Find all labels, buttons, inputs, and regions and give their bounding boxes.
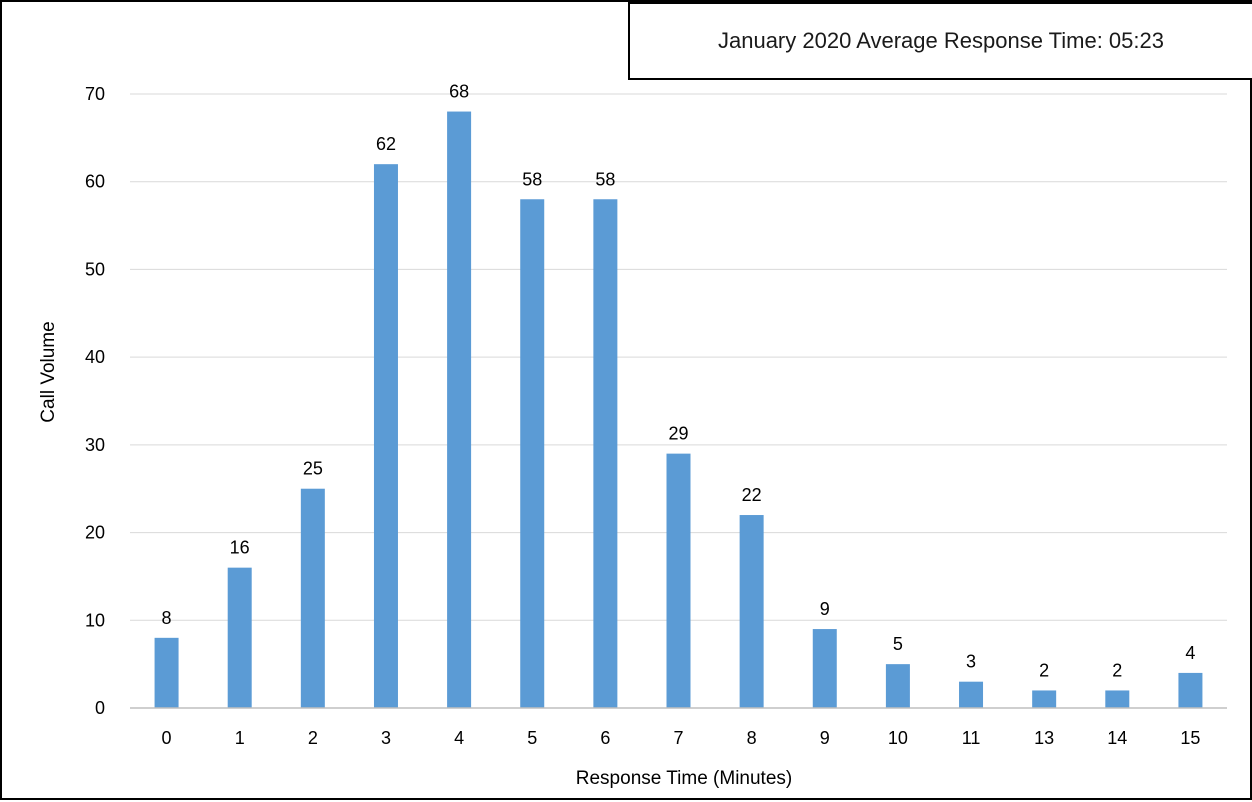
bar: [593, 199, 618, 708]
data-label: 2: [1039, 660, 1049, 680]
bar: [227, 567, 252, 708]
y-tick-label: 40: [85, 347, 105, 367]
bar: [1178, 672, 1203, 708]
x-tick-label: 11: [962, 728, 981, 748]
x-tick-label: 2: [308, 728, 318, 748]
data-label: 62: [376, 134, 396, 154]
data-label: 22: [742, 485, 762, 505]
axes: 0 10 20 30 40 50 60 70 0 1 2 3 4 5 6 7 8 9 10 11 13 14 15: [85, 84, 1227, 748]
bar: [1032, 690, 1057, 708]
y-tick-label: 50: [85, 259, 105, 279]
x-tick-label: 6: [600, 728, 610, 748]
x-tick-label: 14: [1107, 728, 1127, 748]
bar: [373, 164, 398, 708]
data-label: 68: [449, 82, 469, 102]
bar: [812, 629, 837, 708]
y-axis-title: Call Volume: [38, 321, 59, 422]
x-tick-label: 7: [673, 728, 683, 748]
bar: [1105, 690, 1130, 708]
data-label: 58: [522, 169, 542, 189]
data-label: 16: [230, 538, 250, 558]
chart-title-box: January 2020 Average Response Time: 05:2…: [628, 2, 1252, 80]
data-label: 29: [668, 424, 688, 444]
chart-title: January 2020 Average Response Time: 05:2…: [717, 28, 1164, 53]
y-tick-label: 70: [85, 84, 105, 104]
x-tick-label: 15: [1180, 728, 1200, 748]
bar: [666, 453, 691, 708]
y-tick-label: 20: [85, 523, 105, 543]
x-tick-label: 0: [162, 728, 172, 748]
data-label: 2: [1112, 660, 1122, 680]
bar: [154, 637, 179, 708]
data-label: 3: [966, 652, 976, 672]
bar: [300, 488, 325, 708]
data-label: 25: [303, 459, 323, 479]
x-tick-label: 1: [235, 728, 245, 748]
y-tick-label: 30: [85, 435, 105, 455]
data-label: 58: [595, 169, 615, 189]
data-label: 5: [893, 634, 903, 654]
bar: [959, 681, 984, 708]
y-tick-label: 0: [95, 698, 105, 718]
x-tick-label: 8: [747, 728, 757, 748]
bar: [447, 111, 472, 709]
bar: [885, 664, 910, 708]
bar: [739, 515, 764, 708]
bar: [520, 199, 545, 708]
x-tick-label: 4: [454, 728, 464, 748]
y-tick-label: 60: [85, 172, 105, 192]
x-tick-label: 5: [527, 728, 537, 748]
data-label: 9: [820, 599, 830, 619]
y-tick-label: 10: [85, 610, 105, 630]
x-tick-label: 10: [888, 728, 908, 748]
x-tick-label: 3: [381, 728, 391, 748]
x-tick-label: 9: [820, 728, 830, 748]
x-tick-label: 13: [1034, 728, 1054, 748]
data-label: 8: [162, 608, 172, 628]
x-axis-title: Response Time (Minutes): [576, 768, 792, 789]
data-label: 4: [1185, 643, 1195, 663]
bars: [154, 111, 1203, 709]
